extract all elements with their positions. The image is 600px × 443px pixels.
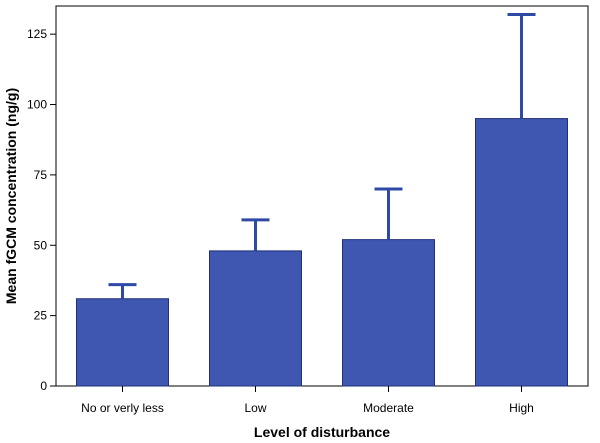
y-tick-label: 100 xyxy=(27,98,47,112)
x-axis-title: Level of disturbance xyxy=(254,424,390,440)
bar xyxy=(475,118,568,387)
y-axis-title: Mean fGCM concentration (ng/g) xyxy=(3,88,19,304)
y-tick-label: 50 xyxy=(34,238,48,252)
bars-group xyxy=(76,118,568,387)
x-tick-label: No or verly less xyxy=(81,401,164,415)
y-tick-label: 0 xyxy=(40,379,47,393)
x-tick-label: Moderate xyxy=(363,401,414,415)
plot-area xyxy=(55,5,589,387)
x-axis: No or verly less Low Moderate High xyxy=(81,386,534,415)
x-tick-label: High xyxy=(509,401,534,415)
x-tick-label: Low xyxy=(244,401,266,415)
bar xyxy=(76,298,169,387)
error-bars-group xyxy=(108,12,536,299)
y-tick-label: 75 xyxy=(34,168,48,182)
y-axis: 0 25 50 75 100 125 xyxy=(27,27,56,393)
plot-frame xyxy=(55,5,589,387)
bar xyxy=(209,250,302,387)
y-tick-label: 125 xyxy=(27,27,47,41)
y-tick-label: 25 xyxy=(34,309,48,323)
bar xyxy=(342,239,435,387)
